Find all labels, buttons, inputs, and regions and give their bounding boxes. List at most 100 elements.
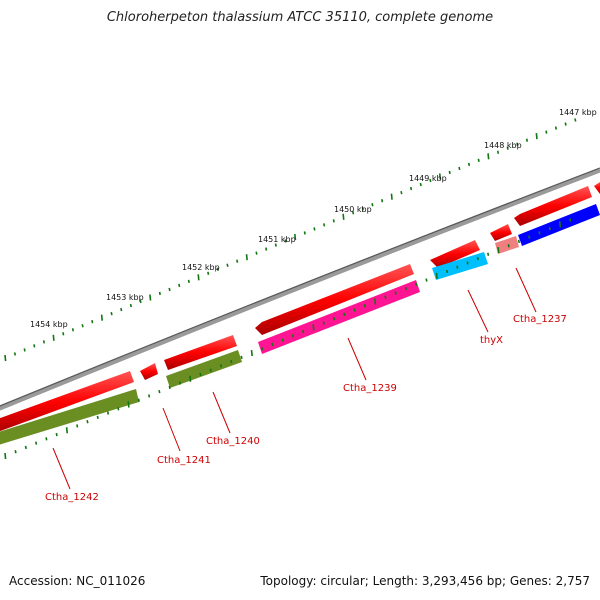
ruler-label-1452: 1452 kbp xyxy=(182,263,220,272)
tick-mark xyxy=(363,304,366,308)
tick-mark xyxy=(384,295,387,299)
tick-mark xyxy=(158,291,161,296)
tick-mark xyxy=(76,424,79,428)
tick-mark xyxy=(189,375,192,382)
tick-mark xyxy=(62,332,65,336)
tick-mark xyxy=(284,239,287,243)
tick-mark xyxy=(476,256,479,261)
tick-mark xyxy=(506,146,509,150)
gene-bar-ctha-1239[interactable] xyxy=(258,280,420,354)
cds-arrow[interactable] xyxy=(0,371,134,433)
cds-arrow[interactable] xyxy=(514,186,592,226)
tick-mark xyxy=(127,401,130,408)
tick-mark xyxy=(236,259,239,263)
tick-mark xyxy=(535,133,538,140)
tick-mark xyxy=(178,381,182,385)
tick-mark xyxy=(415,282,418,287)
tick-mark xyxy=(110,311,113,316)
tick-mark xyxy=(419,182,422,187)
tick-mark xyxy=(55,432,58,437)
gene-bar-blue[interactable] xyxy=(518,204,600,246)
tick-mark xyxy=(129,303,132,308)
tick-mark xyxy=(400,190,403,195)
ruler-label-1454: 1454 kbp xyxy=(30,320,68,329)
tick-mark xyxy=(137,398,140,402)
tick-mark xyxy=(352,211,355,215)
tick-mark xyxy=(435,272,438,279)
tick-mark xyxy=(209,368,212,372)
tick-mark xyxy=(374,298,377,305)
tick-mark xyxy=(65,427,69,434)
tick-mark xyxy=(371,203,374,207)
tick-mark xyxy=(380,199,384,203)
gene-bar-thyx[interactable] xyxy=(432,252,488,280)
tick-mark xyxy=(448,170,451,175)
tick-mark xyxy=(117,407,120,411)
tick-mark xyxy=(4,452,7,460)
tick-mark xyxy=(265,247,268,251)
tick-mark xyxy=(219,364,223,368)
tick-mark xyxy=(342,213,345,220)
cds-arrow[interactable] xyxy=(594,182,600,194)
tick-mark xyxy=(199,372,202,377)
tick-mark xyxy=(303,231,306,235)
tick-mark xyxy=(71,328,75,332)
tick-mark xyxy=(332,317,336,321)
tick-mark xyxy=(477,158,480,162)
tick-mark xyxy=(312,324,315,331)
cds-arrow[interactable] xyxy=(255,264,414,335)
tick-mark xyxy=(456,265,459,269)
gene-ticks xyxy=(4,218,572,460)
forward-cds-track xyxy=(0,182,600,433)
gene-label-ctha-1241: Ctha_1241 xyxy=(157,455,211,466)
tick-mark xyxy=(149,294,152,301)
tick-mark xyxy=(100,314,104,321)
cds-arrow[interactable] xyxy=(140,363,158,380)
genome-summary-text: Topology: circular; Length: 3,293,456 bp… xyxy=(260,574,590,588)
tick-mark xyxy=(409,186,413,191)
tick-mark xyxy=(507,244,510,248)
tick-mark xyxy=(548,226,551,231)
cds-arrow[interactable] xyxy=(490,224,512,241)
tick-mark xyxy=(23,348,26,352)
tick-mark xyxy=(52,334,55,341)
tick-mark xyxy=(197,274,200,281)
ruler-label-1450: 1450 kbp xyxy=(334,205,372,214)
gene-label-ctha-1239: Ctha_1239 xyxy=(343,383,397,394)
tick-mark xyxy=(86,420,89,424)
tick-mark xyxy=(294,233,297,241)
tick-mark xyxy=(261,347,264,351)
tick-mark xyxy=(569,218,572,222)
tick-mark xyxy=(528,235,531,239)
ruler-label-1447: 1447 kbp xyxy=(559,108,597,117)
tick-mark xyxy=(545,130,548,134)
tick-mark xyxy=(554,126,558,130)
ruler-label-1453: 1453 kbp xyxy=(106,293,144,302)
tick-mark xyxy=(35,441,38,445)
tick-mark xyxy=(96,415,99,420)
tick-mark xyxy=(323,223,326,227)
accession-text: Accession: NC_011026 xyxy=(9,574,146,588)
tick-mark xyxy=(148,394,151,398)
tick-mark xyxy=(353,308,356,312)
tick-mark xyxy=(525,138,529,142)
cds-arrow[interactable] xyxy=(430,240,480,268)
gene-bar-ctha-1242[interactable] xyxy=(0,389,139,446)
tick-mark xyxy=(538,231,541,235)
tick-mark xyxy=(487,252,490,256)
tick-mark xyxy=(250,349,253,357)
tick-mark xyxy=(187,279,190,284)
tick-mark xyxy=(445,269,449,274)
gene-bar-ctha-1237[interactable] xyxy=(495,236,519,254)
tick-mark xyxy=(302,329,305,334)
tick-mark xyxy=(245,254,248,261)
tick-mark xyxy=(158,389,161,394)
tick-mark xyxy=(42,340,46,344)
ruler-label-1449: 1449 kbp xyxy=(409,174,447,183)
tick-mark xyxy=(226,263,229,267)
tick-mark xyxy=(24,445,27,450)
tick-mark xyxy=(558,221,562,228)
gene-bar-ctha-1240[interactable] xyxy=(166,350,242,388)
cds-arrow[interactable] xyxy=(164,335,237,370)
